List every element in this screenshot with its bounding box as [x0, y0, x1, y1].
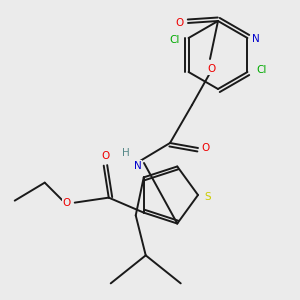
- Text: O: O: [208, 64, 216, 74]
- Text: O: O: [202, 143, 210, 153]
- Text: N: N: [252, 34, 259, 44]
- Text: S: S: [205, 192, 211, 202]
- Text: O: O: [102, 151, 110, 160]
- Text: H: H: [122, 148, 130, 158]
- Text: Cl: Cl: [256, 65, 267, 75]
- Text: N: N: [134, 161, 142, 171]
- Text: O: O: [176, 18, 184, 28]
- Text: O: O: [63, 198, 71, 208]
- Text: Cl: Cl: [169, 35, 180, 45]
